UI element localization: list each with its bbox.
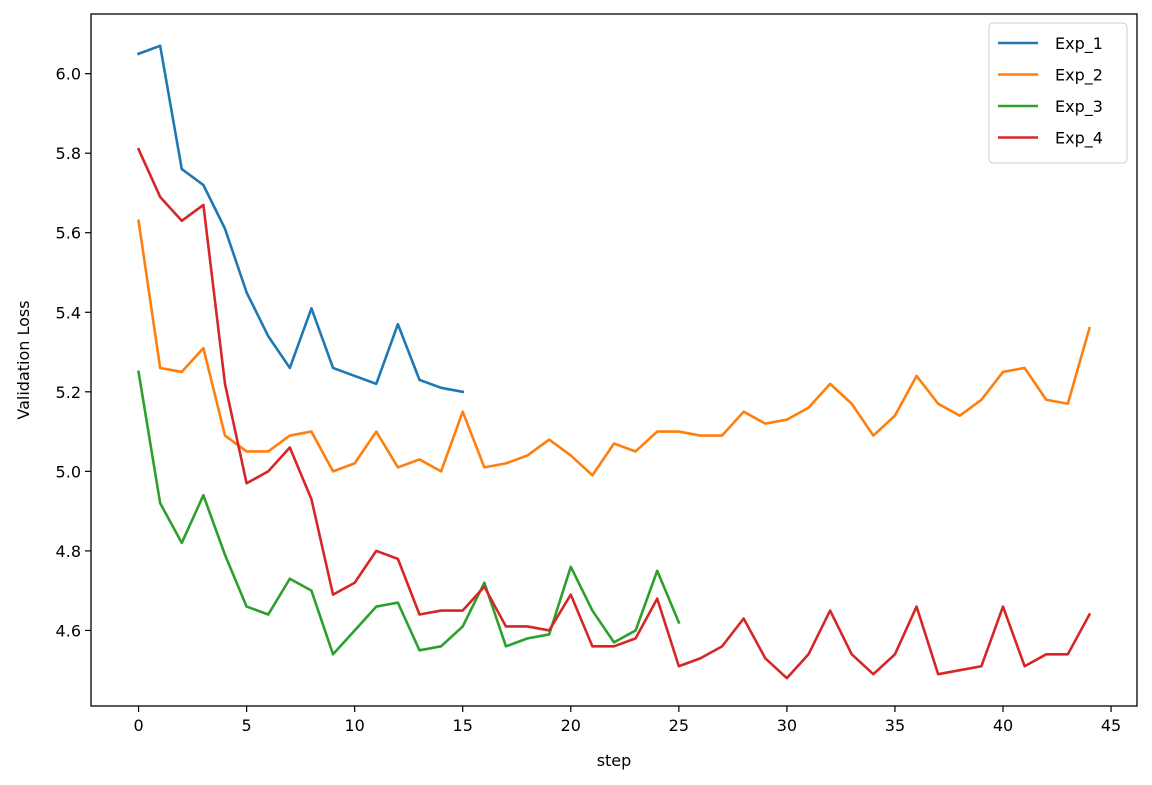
x-tick-label: 25 — [669, 716, 689, 735]
plot-frame — [90, 13, 1138, 707]
legend: Exp_1 Exp_2 Exp_3 Exp_4 — [988, 22, 1128, 164]
legend-label: Exp_1 — [1055, 34, 1103, 54]
x-tick-label: 20 — [561, 716, 581, 735]
y-tick-label: 4.6 — [56, 621, 81, 640]
y-axis: 4.6 4.8 5.0 5.2 5.4 5.6 5.8 6.0 — [56, 65, 91, 640]
x-axis-label: step — [597, 751, 632, 770]
x-tick-label: 5 — [242, 716, 252, 735]
legend-label: Exp_2 — [1055, 66, 1103, 86]
y-tick-label: 5.6 — [56, 224, 81, 243]
legend-box — [988, 22, 1128, 164]
x-tick-label: 0 — [133, 716, 143, 735]
y-tick-label: 6.0 — [56, 65, 81, 84]
x-tick-label: 15 — [453, 716, 473, 735]
legend-label: Exp_3 — [1055, 97, 1103, 117]
y-tick-label: 5.0 — [56, 462, 81, 481]
y-tick-label: 4.8 — [56, 542, 81, 561]
series-line-exp-2 — [137, 219, 1092, 477]
series-line-exp-3 — [137, 370, 681, 656]
x-tick-label: 35 — [885, 716, 905, 735]
y-tick-label: 5.2 — [56, 383, 81, 402]
y-tick-label: 5.4 — [56, 303, 81, 322]
x-tick-label: 40 — [993, 716, 1013, 735]
y-axis-label: Validation Loss — [14, 300, 33, 419]
x-tick-label: 45 — [1101, 716, 1121, 735]
y-tick-label: 5.8 — [56, 144, 81, 163]
plot-area — [136, 44, 1092, 680]
series-line-exp-1 — [136, 44, 465, 394]
x-tick-label: 10 — [344, 716, 364, 735]
series-line-exp-4 — [136, 147, 1092, 680]
legend-label: Exp_4 — [1055, 129, 1103, 149]
x-axis: 0 5 10 15 20 25 30 35 40 45 — [133, 706, 1121, 735]
x-tick-label: 30 — [777, 716, 797, 735]
